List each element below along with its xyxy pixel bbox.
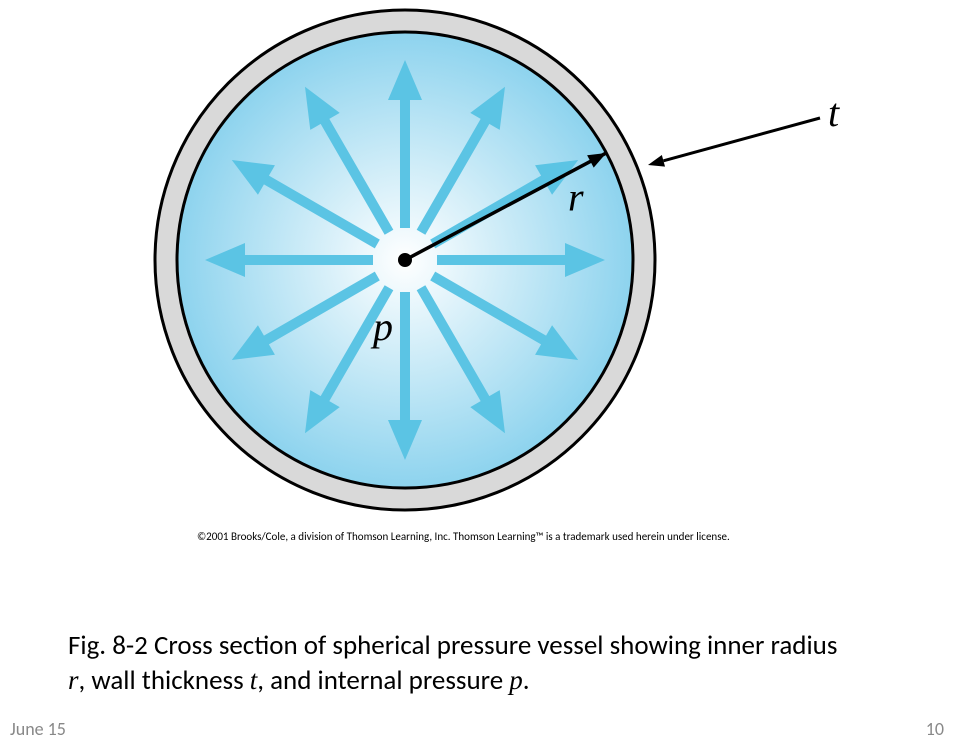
caption-text-4: . [523,664,530,697]
pressure-vessel-figure: p r t [0,0,960,560]
figure-caption: Fig. 8-2 Cross section of spherical pres… [68,628,837,698]
caption-var-r: r [68,665,79,695]
caption-text-1: Cross section of spherical pressure vess… [148,629,838,662]
t-pointer-line [663,118,820,161]
copyright-line: ©2001 Brooks/Cole, a division of Thomson… [197,530,730,543]
footer-date: June 15 [10,718,66,740]
caption-var-p: p [509,665,523,695]
label-p: p [370,304,393,349]
t-pointer-arrowhead [648,155,665,167]
caption-text-3: , and internal pressure [257,664,509,697]
center-dot [398,253,412,267]
copyright-text: ©2001 Brooks/Cole, a division of Thomson… [197,530,730,543]
label-r: r [568,175,584,220]
footer-page-number: 10 [926,718,944,740]
caption-text-2: , wall thickness [79,664,250,697]
caption-fig-label: Fig. 8-2 [68,629,148,662]
label-t: t [828,90,840,135]
